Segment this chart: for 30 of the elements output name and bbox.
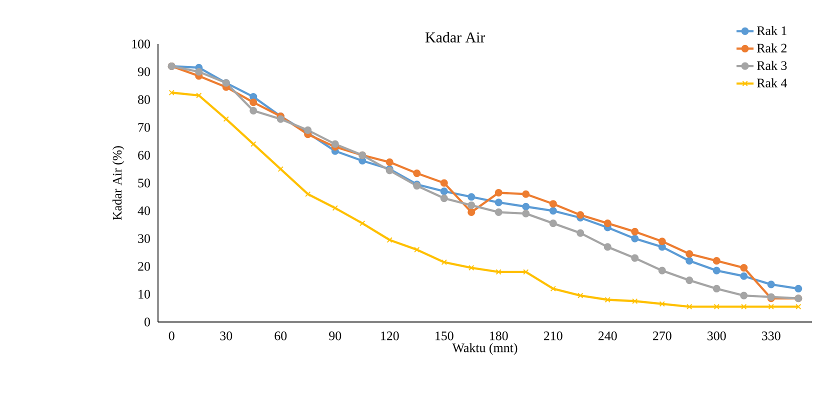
x-tick-label: 240 (598, 332, 617, 340)
x-tick-label: 60 (274, 332, 287, 340)
y-tick-label: 100 (132, 40, 150, 48)
x-tick-label: 180 (490, 332, 508, 340)
legend-label: Rak 4 (757, 78, 787, 88)
y-tick-label: 50 (138, 178, 150, 188)
x-tick-label: 270 (652, 332, 672, 340)
x-tick-label: 150 (436, 332, 454, 340)
x-tick-label: 30 (220, 332, 232, 340)
x-tick-label: 90 (329, 332, 342, 340)
x-tick-label: 330 (762, 332, 780, 340)
y-tick-label: 10 (138, 290, 150, 299)
y-tick-label: 80 (138, 95, 150, 104)
x-tick-label: 300 (708, 332, 726, 340)
y-axis-title: Kadar Air (%) (112, 146, 124, 220)
x-tick-label: 0 (168, 332, 174, 340)
chart-title: Kadar Air (425, 32, 486, 42)
legend-label: Rak 3 (757, 60, 787, 70)
x-tick-label: 120 (381, 332, 399, 340)
y-tick-label: 30 (138, 234, 150, 243)
y-tick-label: 0 (144, 318, 150, 326)
legend-label: Rak 2 (757, 43, 786, 53)
x-axis-title: Waktu (mnt) (452, 343, 518, 355)
x-tick-label: 210 (544, 332, 562, 340)
y-tick-label: 40 (138, 206, 150, 216)
y-tick-label: 20 (138, 262, 150, 271)
y-tick-label: 70 (138, 123, 150, 132)
legend-label: Rak 1 (757, 26, 786, 36)
y-tick-label: 60 (138, 150, 150, 160)
y-tick-label: 90 (138, 67, 150, 76)
